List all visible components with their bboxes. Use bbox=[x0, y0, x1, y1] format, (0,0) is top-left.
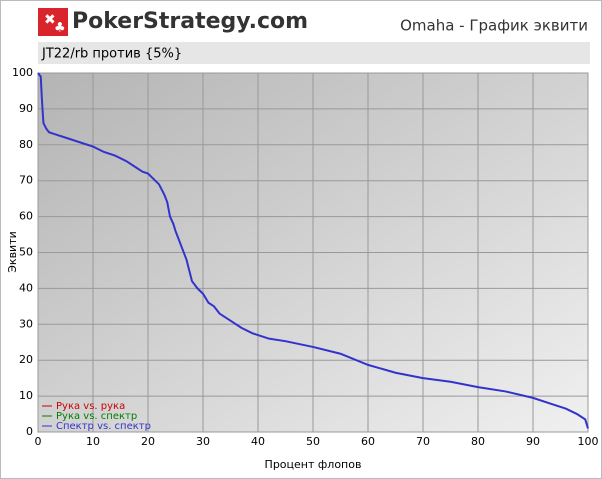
x-tick-label: 70 bbox=[416, 435, 430, 448]
x-tick-label: 50 bbox=[306, 435, 320, 448]
chart-title: Omaha - График эквити bbox=[400, 17, 588, 35]
x-tick-label: 100 bbox=[578, 435, 599, 448]
y-tick-label: 20 bbox=[19, 353, 33, 366]
data-line bbox=[37, 72, 589, 429]
y-axis-label: Эквити bbox=[6, 231, 19, 273]
svg-text:✖: ✖ bbox=[44, 12, 56, 28]
y-tick-label: 60 bbox=[19, 210, 33, 223]
logo-icon: ✖ ♣ bbox=[38, 8, 68, 36]
x-tick-label: 90 bbox=[526, 435, 540, 448]
x-tick-label: 60 bbox=[361, 435, 375, 448]
legend-label: Рука vs. рука bbox=[56, 401, 125, 412]
x-tick-label: 80 bbox=[471, 435, 485, 448]
x-tick-label: 40 bbox=[251, 435, 265, 448]
y-tick-label: 50 bbox=[19, 246, 33, 259]
y-tick-label: 70 bbox=[19, 174, 33, 187]
x-tick-label: 20 bbox=[141, 435, 155, 448]
brand: PokerStrategy.com bbox=[72, 9, 308, 34]
y-tick-label: 10 bbox=[19, 389, 33, 402]
legend-label: Спектр vs. спектр bbox=[56, 421, 151, 432]
x-tick-label: 30 bbox=[196, 435, 210, 448]
y-tick-label: 100 bbox=[12, 66, 33, 79]
subtitle-box bbox=[38, 42, 590, 64]
y-tick-label: 30 bbox=[19, 317, 33, 330]
subtitle: JT22/rb против {5%} bbox=[41, 47, 182, 62]
x-tick-label: 0 bbox=[35, 435, 42, 448]
x-tick-label: 10 bbox=[86, 435, 100, 448]
svg-text:♣: ♣ bbox=[54, 21, 66, 36]
legend-label: Рука vs. спектр bbox=[56, 411, 137, 422]
y-tick-label: 40 bbox=[19, 281, 33, 294]
y-tick-label: 90 bbox=[19, 102, 33, 115]
x-axis-label: Процент флопов bbox=[265, 458, 362, 471]
y-tick-label: 80 bbox=[19, 138, 33, 151]
y-tick-label: 0 bbox=[26, 425, 33, 438]
